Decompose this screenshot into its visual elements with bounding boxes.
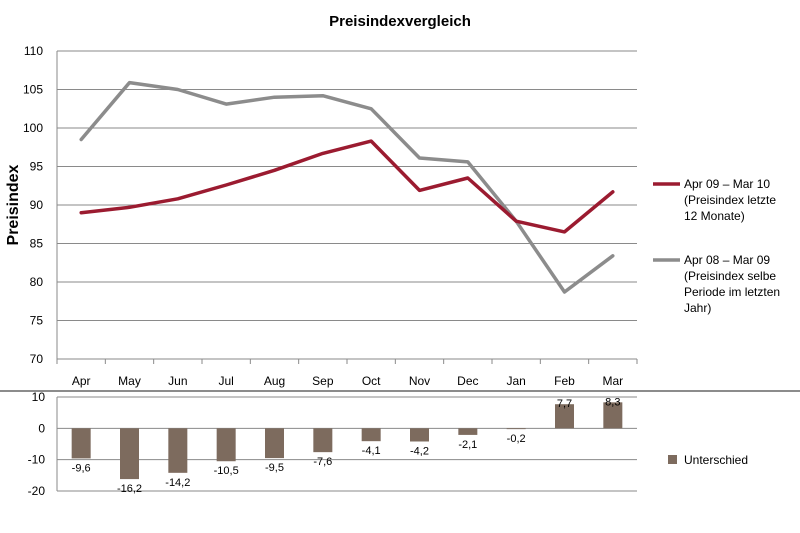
bar-data-label: 8,3	[605, 396, 620, 408]
legend-label: (Preisindex selbe	[684, 269, 776, 283]
y-tick-label: 85	[30, 237, 44, 251]
bar-data-label: -10,5	[214, 465, 239, 477]
bar	[603, 402, 623, 429]
bar	[410, 428, 429, 442]
bar	[120, 428, 139, 480]
y-tick-label: 75	[30, 314, 44, 328]
x-tick-label: Jul	[218, 374, 233, 388]
y-tick-label: 70	[30, 352, 44, 366]
bar	[313, 428, 333, 453]
x-tick-label: Apr	[72, 374, 91, 388]
x-tick-label: Nov	[409, 374, 430, 388]
bar-data-label: -16,2	[117, 483, 142, 495]
y-tick-label: -10	[28, 453, 46, 467]
y-tick-label: 105	[23, 83, 43, 97]
y-axis-label: Preisindex	[5, 164, 22, 245]
y-tick-label: 0	[38, 421, 45, 435]
legend-swatch	[668, 455, 677, 464]
legend-label: 12 Monate)	[684, 209, 745, 223]
bar	[71, 428, 91, 459]
x-tick-label: May	[118, 374, 141, 388]
chart-title: Preisindexvergleich	[329, 13, 471, 30]
bar	[265, 428, 284, 459]
y-tick-label: 90	[30, 198, 44, 212]
bar-data-label: -7,6	[313, 456, 332, 468]
bar	[361, 428, 381, 442]
bar	[216, 428, 236, 462]
bar	[458, 428, 478, 435]
bar-data-label: -9,6	[72, 462, 91, 474]
bar-data-label: -2,1	[458, 439, 477, 451]
bar-data-label: 7,7	[557, 398, 572, 410]
legend-label: Unterschied	[684, 453, 748, 467]
y-tick-label: 95	[30, 160, 44, 174]
x-tick-label: Aug	[264, 374, 285, 388]
x-tick-label: Dec	[457, 374, 478, 388]
y-tick-label: -20	[28, 484, 46, 498]
y-tick-label: 80	[30, 275, 44, 289]
bar	[555, 404, 574, 429]
x-tick-label: Feb	[554, 374, 575, 388]
y-tick-label: 110	[24, 44, 43, 58]
bar	[168, 428, 188, 473]
x-tick-label: Oct	[362, 374, 381, 388]
x-tick-label: Mar	[602, 374, 623, 388]
y-tick-label: 10	[32, 390, 46, 404]
bar-data-label: -14,2	[165, 477, 190, 489]
x-tick-label: Jun	[168, 374, 187, 388]
y-tick-label: 100	[23, 121, 43, 135]
legend-label: Apr 08 – Mar 09	[684, 253, 770, 267]
bar-data-label: -0,2	[507, 433, 526, 445]
bar-data-label: -9,5	[265, 462, 284, 474]
bar-data-label: -4,1	[362, 445, 381, 457]
legend-label: Periode im letzten	[684, 285, 780, 299]
x-tick-label: Sep	[312, 374, 334, 388]
series-line-2	[79, 80, 615, 294]
bar	[506, 428, 526, 430]
legend-label: Jahr)	[684, 301, 711, 315]
x-tick-label: Jan	[506, 374, 525, 388]
legend-label: (Preisindex letzte	[684, 193, 776, 207]
bar-data-label: -4,2	[410, 445, 429, 457]
legend-label: Apr 09 – Mar 10	[684, 177, 770, 191]
series-line-1	[79, 139, 615, 234]
